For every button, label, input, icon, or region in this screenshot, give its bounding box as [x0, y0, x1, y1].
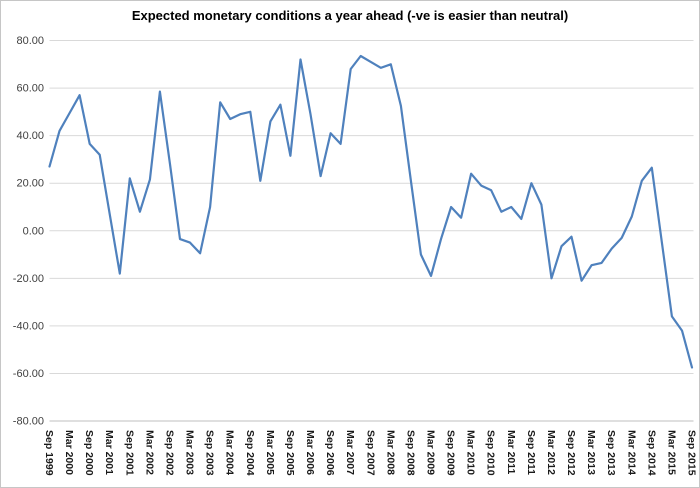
y-axis-label: 60.00 [16, 83, 44, 95]
x-axis-label: Mar 2012 [545, 430, 557, 475]
x-axis-label: Sep 2008 [404, 430, 416, 476]
x-axis-label: Sep 2002 [163, 430, 175, 476]
y-axis-label: -40.00 [13, 320, 44, 332]
x-axis-label: Mar 2008 [384, 430, 396, 475]
x-axis-label: Sep 1999 [43, 430, 55, 476]
x-axis-label: Sep 2013 [605, 430, 617, 476]
y-axis-label: -80.00 [13, 416, 44, 428]
series-line [48, 54, 694, 369]
x-axis-label: Mar 2000 [63, 430, 75, 475]
y-axis-label: -20.00 [13, 273, 44, 285]
x-axis-label: Mar 2005 [264, 430, 276, 475]
y-axis-label: 20.00 [16, 178, 44, 190]
x-axis-label: Mar 2001 [103, 430, 115, 475]
x-axis-label: Mar 2004 [224, 430, 236, 475]
x-axis-label: Sep 2012 [565, 430, 577, 476]
x-axis-label: Sep 2006 [324, 430, 336, 476]
y-axis-label: 80.00 [16, 35, 44, 47]
x-axis-label: Sep 2011 [525, 430, 537, 475]
x-axis-label: Mar 2015 [665, 430, 677, 475]
x-axis-label: Sep 2001 [123, 430, 135, 476]
x-axis-label: Mar 2007 [344, 430, 356, 475]
x-axis-label: Mar 2013 [585, 430, 597, 475]
x-axis-label: Mar 2003 [184, 430, 196, 475]
y-axis-label: 40.00 [16, 130, 44, 142]
y-axis-label: -60.00 [13, 368, 44, 380]
x-axis-label: Sep 2015 [686, 430, 698, 476]
x-axis-label: Sep 2000 [83, 430, 95, 476]
x-axis-label: Mar 2011 [505, 430, 517, 475]
y-axis-label: 0.00 [23, 225, 44, 237]
x-axis-label: Sep 2003 [204, 430, 216, 476]
x-axis-label: Sep 2010 [485, 430, 497, 476]
x-axis-label: Mar 2014 [625, 430, 637, 475]
chart-title: Expected monetary conditions a year ahea… [131, 8, 569, 23]
x-axis-label: Mar 2002 [143, 430, 155, 475]
x-axis-label: Sep 2007 [364, 430, 376, 476]
x-axis-label: Mar 2009 [424, 430, 436, 475]
x-axis-label: Mar 2010 [465, 430, 477, 475]
x-axis-label: Sep 2005 [284, 430, 296, 476]
x-axis-label: Mar 2006 [304, 430, 316, 475]
x-axis-label: Sep 2009 [445, 430, 457, 476]
x-axis-label: Sep 2014 [645, 430, 657, 476]
x-axis-label: Sep 2004 [244, 430, 256, 476]
